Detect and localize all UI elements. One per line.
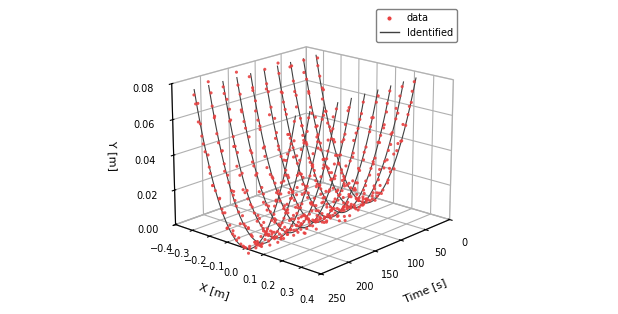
- Y-axis label: X [m]: X [m]: [198, 282, 231, 301]
- X-axis label: Time [s]: Time [s]: [402, 278, 447, 304]
- Legend: data, Identified: data, Identified: [376, 9, 457, 42]
